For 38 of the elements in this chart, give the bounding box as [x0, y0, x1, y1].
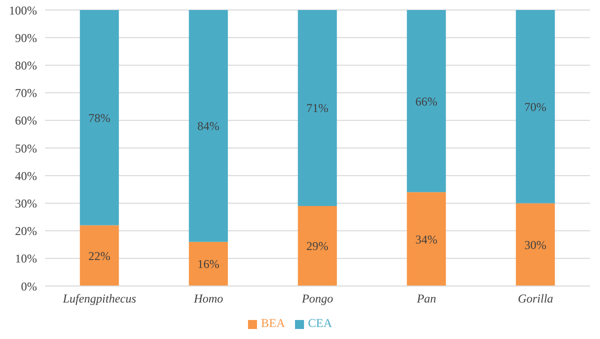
y-tick-label: 20% [15, 224, 37, 238]
x-tick-label: Pongo [300, 292, 334, 306]
bar [188, 242, 228, 286]
legend-label: CEA [308, 316, 332, 330]
y-tick-label: 90% [15, 30, 37, 45]
bar [406, 192, 446, 286]
y-tick-label: 10% [15, 252, 37, 266]
data-label: 34% [415, 232, 438, 246]
bar [80, 10, 119, 226]
data-label: 30% [524, 238, 546, 252]
data-label: 66% [415, 94, 438, 108]
y-tick-label: 70% [15, 86, 37, 100]
data-label: 16% [197, 257, 220, 272]
bar [406, 10, 446, 192]
bar [188, 10, 228, 242]
data-label: 22% [88, 248, 110, 263]
bar [516, 203, 555, 286]
y-tick-label: 80% [15, 58, 37, 72]
y-tick-label: 0% [21, 279, 37, 294]
x-tick-label: Lufengpithecus [62, 292, 136, 306]
data-label: 78% [88, 110, 110, 125]
bar [298, 206, 337, 286]
bar [298, 10, 337, 206]
y-tick-label: 40% [15, 168, 37, 183]
y-tick-label: 100% [9, 3, 37, 18]
data-label: 70% [524, 100, 546, 114]
y-tick-label: 60% [15, 114, 37, 128]
x-tick-label: Pan [416, 292, 436, 306]
data-label: 71% [306, 101, 328, 116]
x-tick-label: Gorilla [518, 292, 554, 306]
y-tick-label: 30% [15, 196, 37, 210]
data-label: 29% [306, 239, 328, 254]
bar [516, 10, 555, 204]
y-tick-label: 50% [15, 141, 37, 156]
bar [80, 225, 119, 286]
data-label: 84% [197, 119, 220, 134]
x-tick-label: Homo [192, 292, 224, 306]
legend-label: BEA [261, 316, 285, 330]
